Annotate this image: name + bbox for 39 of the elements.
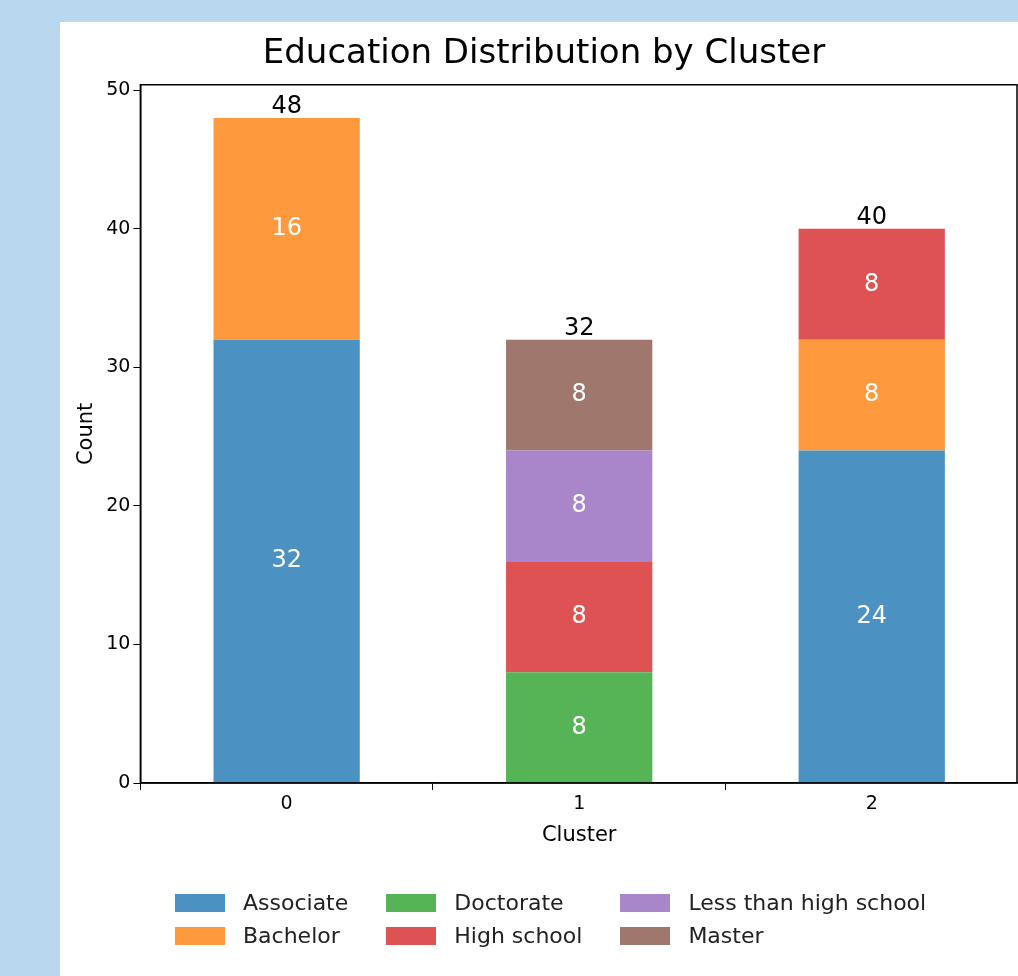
bar — [798, 450, 945, 783]
data-label: 8 — [864, 268, 880, 297]
total-label: 32 — [563, 312, 595, 341]
x-tick-label: 0 — [280, 791, 293, 814]
y-tick-label: 10 — [106, 631, 131, 654]
y-axis-title: Count — [73, 402, 98, 466]
total-label: 40 — [856, 202, 887, 231]
legend-label: High school — [454, 923, 583, 948]
y-tick-label: 40 — [106, 215, 131, 238]
data-label: 16 — [271, 213, 302, 242]
legend-label: Master — [688, 923, 764, 948]
data-label: 8 — [571, 601, 587, 629]
x-tick-label: 2 — [865, 791, 878, 814]
x-axis-title: Cluster — [541, 821, 617, 846]
legend-label: Less than high school — [688, 890, 927, 915]
data-label: 8 — [571, 490, 587, 519]
bar — [506, 339, 653, 451]
data-label: 32 — [271, 545, 302, 574]
legend-label: Doctorate — [454, 890, 564, 915]
legend-label: Bachelor — [243, 923, 340, 948]
chart-title: Education Distribution by Cluster — [262, 31, 826, 72]
total-label: 48 — [271, 91, 302, 120]
bar — [506, 450, 653, 562]
data-label: 24 — [856, 600, 887, 629]
y-tick-label: 20 — [106, 492, 131, 515]
bar — [506, 561, 653, 673]
bar — [506, 672, 653, 783]
data-label: 8 — [571, 379, 587, 408]
bar — [213, 118, 360, 340]
y-tick-label: 0 — [118, 769, 131, 792]
y-tick-label: 30 — [106, 354, 131, 377]
data-label: 8 — [864, 379, 880, 408]
bar — [798, 228, 945, 340]
bar — [798, 339, 945, 451]
legend-label: Associate — [243, 890, 349, 915]
y-tick-label: 50 — [106, 77, 131, 100]
bar — [213, 339, 360, 783]
data-label: 8 — [571, 711, 587, 740]
x-tick-label: 1 — [573, 791, 586, 814]
